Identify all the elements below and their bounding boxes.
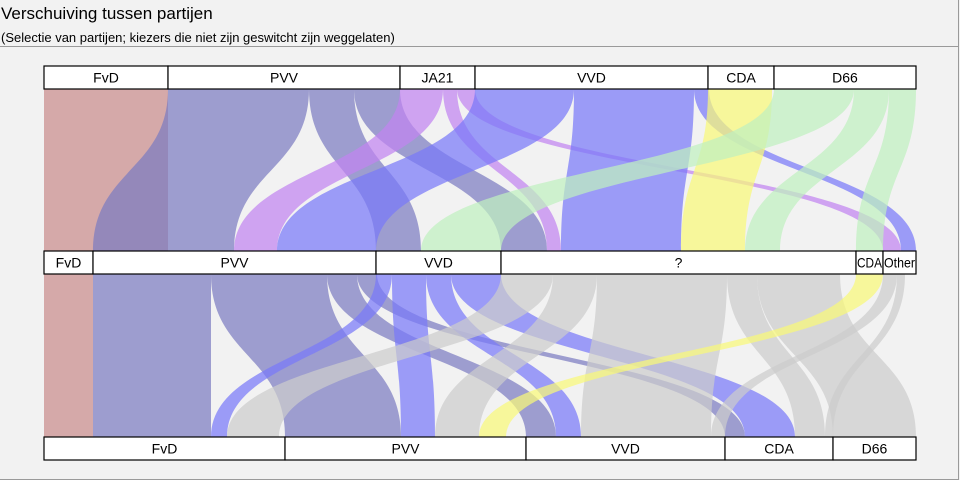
node-2-vvd: VVD [525,436,726,461]
flow-1-cda-to-pvv [479,274,883,437]
node-label-0-fvd: FvD [93,70,119,86]
flow-0-ja21-to-pvv [234,89,443,251]
chart-subtitle: (Selectie van partijen; kiezers die niet… [1,30,395,45]
node-1-unknown: ? [500,250,857,275]
node-1-other: Other [882,250,917,275]
node-0-vvd: VVD [474,65,709,90]
node-0-pvv: PVV [167,65,401,90]
flow-0-d66-to-unknown [745,89,889,251]
flow-0-vvd-to-pvv [277,89,574,251]
node-1-pvv: PVV [92,250,377,275]
node-label-1-other: Other [884,255,915,271]
flow-0-d66-to-vvd [421,89,854,251]
node-label-0-d66: D66 [832,70,858,86]
flow-1-unknown-to-fvd [227,274,553,437]
node-box-2-d66 [832,436,917,461]
node-label-0-cda: CDA [726,70,756,86]
node-box-0-d66 [773,65,917,90]
node-label-2-fvd: FvD [152,441,178,457]
flow-1-unknown-to-vvd [581,274,727,437]
node-0-ja21: JA21 [399,65,476,90]
node-2-d66: D66 [832,436,917,461]
node-label-1-vvd: VVD [424,255,453,271]
flow-1-unknown-to-cda [727,274,825,437]
node-label-2-vvd: VVD [611,441,640,457]
flow-1-unknown-to-d66 [757,274,916,437]
chart-title: Verschuiving tussen partijen [1,4,213,23]
node-2-pvv: PVV [284,436,527,461]
flow-1-pvv-to-vvd [327,274,556,437]
chart-frame: FvD PVV JA21 VVD CDA D66 FvD PVV VVD? CDA Other FvD… [0,47,959,480]
flow-0-ja21-to-unknown [443,89,561,251]
flow-1-other-to-vvd [711,274,897,437]
node-1-cda: CDA [855,250,884,275]
node-label-1-unknown: ? [675,255,683,271]
node-1-fvd: FvD [43,250,94,275]
node-label-1-fvd: FvD [56,255,82,271]
flow-1-other-to-cda [825,274,905,437]
node-label-1-pvv: PVV [220,255,249,271]
node-1-vvd: VVD [375,250,502,275]
chart-header: Verschuiving tussen partijen (Selectie v… [0,0,959,47]
flow-0-pvv-to-pvv [93,89,309,251]
node-0-cda: CDA [707,65,775,90]
node-label-2-cda: CDA [764,441,794,457]
node-label-0-pvv: PVV [270,70,299,86]
node-label-0-ja21: JA21 [422,70,454,86]
flow-1-vvd-to-fvd [211,274,392,437]
node-0-fvd: FvD [43,65,169,90]
flow-0-d66-to-cda [856,89,916,251]
flows-layer [44,89,916,437]
node-0-d66: D66 [773,65,917,90]
flow-1-pvv-to-cda [357,274,745,437]
flow-1-fvd-to-fvd [44,274,93,437]
node-2-fvd: FvD [43,436,286,461]
flow-1-pvv-to-fvd [93,274,211,437]
node-label-1-cda: CDA [857,255,883,271]
node-box-1-other [882,250,917,275]
node-label-0-vvd: VVD [577,70,606,86]
node-label-2-pvv: PVV [391,441,420,457]
flow-1-unknown-to-pvv [435,274,597,437]
node-2-cda: CDA [724,436,834,461]
node-label-2-d66: D66 [862,441,888,457]
